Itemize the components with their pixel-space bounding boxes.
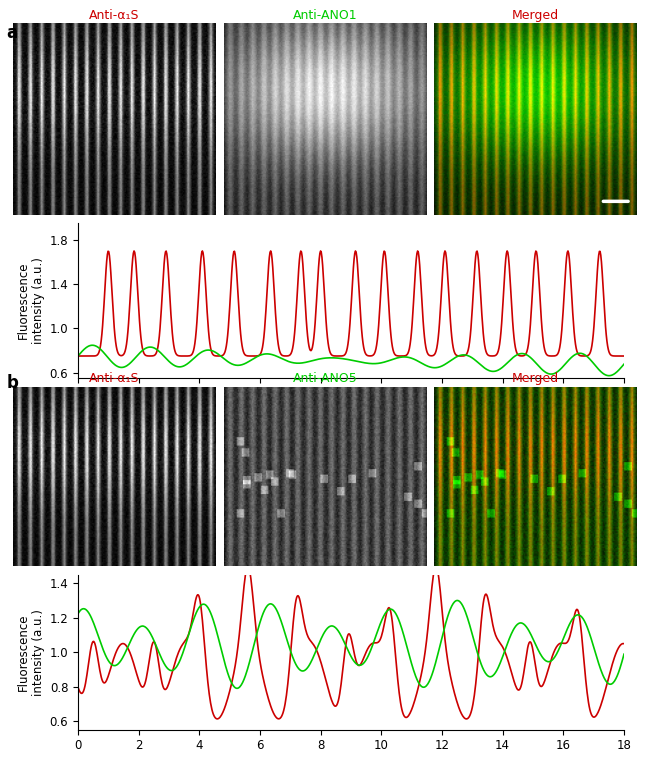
Text: b: b [6, 374, 18, 392]
Y-axis label: Fluorescence
intensity (a.u.): Fluorescence intensity (a.u.) [18, 609, 46, 695]
Title: Anti-ANO1: Anti-ANO1 [292, 8, 358, 21]
X-axis label: μm: μm [341, 407, 361, 420]
Title: Anti-α₁S: Anti-α₁S [89, 372, 140, 385]
Title: Anti-ANO5: Anti-ANO5 [292, 372, 358, 385]
Title: Merged: Merged [512, 372, 559, 385]
Y-axis label: Fluorescence
intensity (a.u.): Fluorescence intensity (a.u.) [18, 258, 46, 344]
Title: Merged: Merged [512, 8, 559, 21]
Title: Anti-α₁S: Anti-α₁S [89, 8, 140, 21]
Text: a: a [6, 24, 18, 43]
X-axis label: μm: μm [341, 758, 361, 760]
